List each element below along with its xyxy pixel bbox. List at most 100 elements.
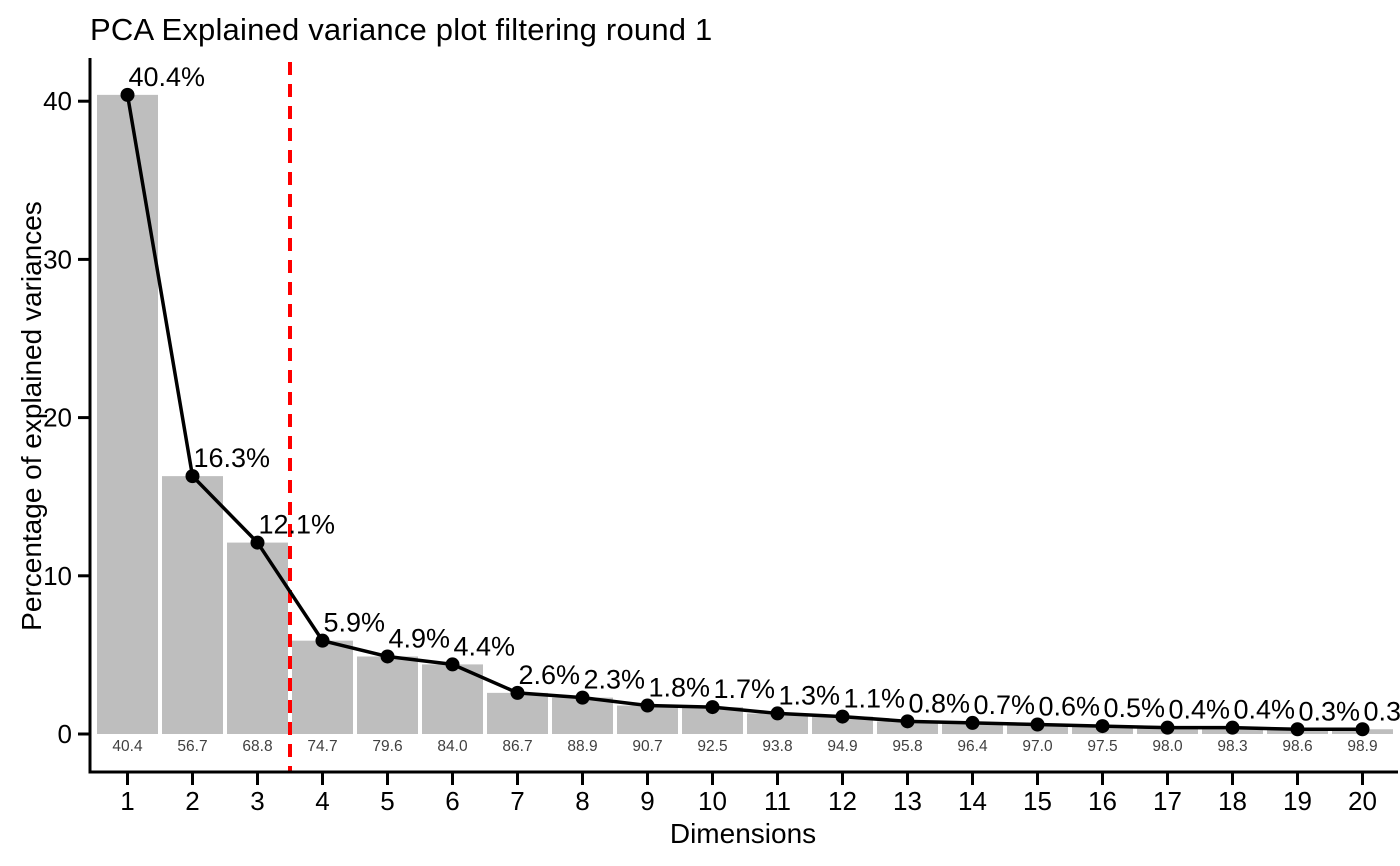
bar-cumulative-label: 98.3 [1217,738,1247,755]
x-tick-label: 16 [1088,786,1117,816]
data-point [250,535,265,550]
x-tick-label: 6 [445,786,459,816]
bar-cumulative-label: 74.7 [307,738,337,755]
bar-cumulative-label: 88.9 [567,738,597,755]
y-tick-label: 20 [43,403,72,433]
data-point-label: 0.4% [1234,695,1296,725]
x-tick-label: 2 [185,786,199,816]
data-point-label: 0.3% [1299,696,1361,726]
bar-cumulative-label: 97.5 [1087,738,1117,755]
bar-cumulative-label: 94.9 [827,738,857,755]
data-point [380,649,395,664]
line-series [125,94,1363,732]
bar-cumulative-label: 92.5 [697,738,727,755]
data-point [900,714,915,729]
bar-cumulative-label: 98.9 [1347,738,1377,755]
data-point-label: 0.8% [909,688,971,718]
x-tick-label: 15 [1023,786,1052,816]
bar [162,476,223,734]
data-point [185,469,200,484]
bar-cumulative-label: 90.7 [632,738,662,755]
y-tick-label: 30 [43,244,72,274]
data-point [510,685,525,700]
x-tick-label: 20 [1348,786,1377,816]
data-point-label: 0.4% [1169,695,1231,725]
data-point-label: 0.3 [1364,696,1400,726]
bar-cumulative-label: 79.6 [372,738,402,755]
data-point-label: 4.9% [389,623,451,653]
data-point [770,706,785,721]
bar-cumulative-label: 98.6 [1282,738,1312,755]
bar [227,542,288,734]
x-tick-label: 12 [828,786,857,816]
bar-cumulative-label: 93.8 [762,738,792,755]
bar-cumulative-label: 97.0 [1022,738,1053,755]
data-point [1355,722,1370,737]
data-point-label: 16.3% [194,443,271,473]
bar-cumulative-label: 56.7 [177,738,207,755]
data-point [445,657,460,672]
x-tick-label: 18 [1218,786,1247,816]
x-tick-label: 5 [380,786,394,816]
data-point [1225,720,1240,735]
y-tick-label: 40 [43,86,72,116]
data-point-label: 12.1% [259,510,336,540]
bar [812,716,873,734]
data-point [315,633,330,648]
series-layer [120,87,1370,737]
data-point [835,709,850,724]
x-tick-label: 14 [958,786,987,816]
labels-layer: 40.4%16.3%12.1%5.9%4.9% 4.4%2.6% 2.3% 1.8% 1… [129,62,1400,726]
x-tick-label: 9 [640,786,654,816]
x-tick-label: 13 [893,786,922,816]
data-point [640,698,655,713]
x-tick-label: 7 [510,786,524,816]
bar-cumulative-label: 95.8 [892,738,922,755]
data-point [1095,719,1110,734]
x-tick-label: 17 [1153,786,1182,816]
bar [97,94,158,734]
data-point-label: 2.6% [519,660,581,690]
data-point-label: 1.1% [844,684,906,714]
data-point [1290,722,1305,737]
data-point-label: 5.9% [324,608,386,638]
bar [357,656,418,734]
x-tick-label: 1 [120,786,134,816]
data-point-label: 40.4% [129,62,206,92]
y-axis-title: Percentage of explained variances [16,201,47,631]
bars-layer: 40.4 56.7 68.8 74.7 79.6 84.0 86.7 88.9 90.7 92.5… [97,94,1393,755]
x-tick-label: 11 [764,786,791,816]
data-point [575,690,590,705]
bar [292,640,353,734]
x-tick-label: 4 [315,786,329,816]
x-axis-title: Dimensions [669,818,817,849]
bar-cumulative-label: 84.0 [437,738,468,755]
bar-cumulative-label: 68.8 [242,738,272,755]
data-point-label: 1.8% [649,673,711,703]
data-point [120,87,135,102]
x-tick-label: 3 [250,786,264,816]
data-point-label: 0.5% [1104,693,1166,723]
data-point [1160,720,1175,735]
data-point-label: 1.3% [779,680,841,710]
data-point-label: 1.7% [714,674,776,704]
chart-title: PCA Explained variance plot filtering ro… [90,12,713,47]
bar-cumulative-label: 98.0 [1152,738,1183,755]
y-tick-label: 10 [43,561,72,591]
y-tick-label: 0 [58,719,72,749]
bar-cumulative-label: 86.7 [502,738,532,755]
x-tick-label: 8 [575,786,589,816]
bar [422,664,483,734]
data-point-label: 2.3% [584,665,646,695]
data-point [705,700,720,715]
bar-cumulative-label: 40.4 [112,738,143,755]
bar [747,713,808,734]
data-point [1030,717,1045,732]
x-tick-label: 10 [698,786,727,816]
x-tick-label: 19 [1283,786,1312,816]
data-point-label: 0.7% [974,690,1036,720]
data-point-label: 4.4% [454,631,516,661]
